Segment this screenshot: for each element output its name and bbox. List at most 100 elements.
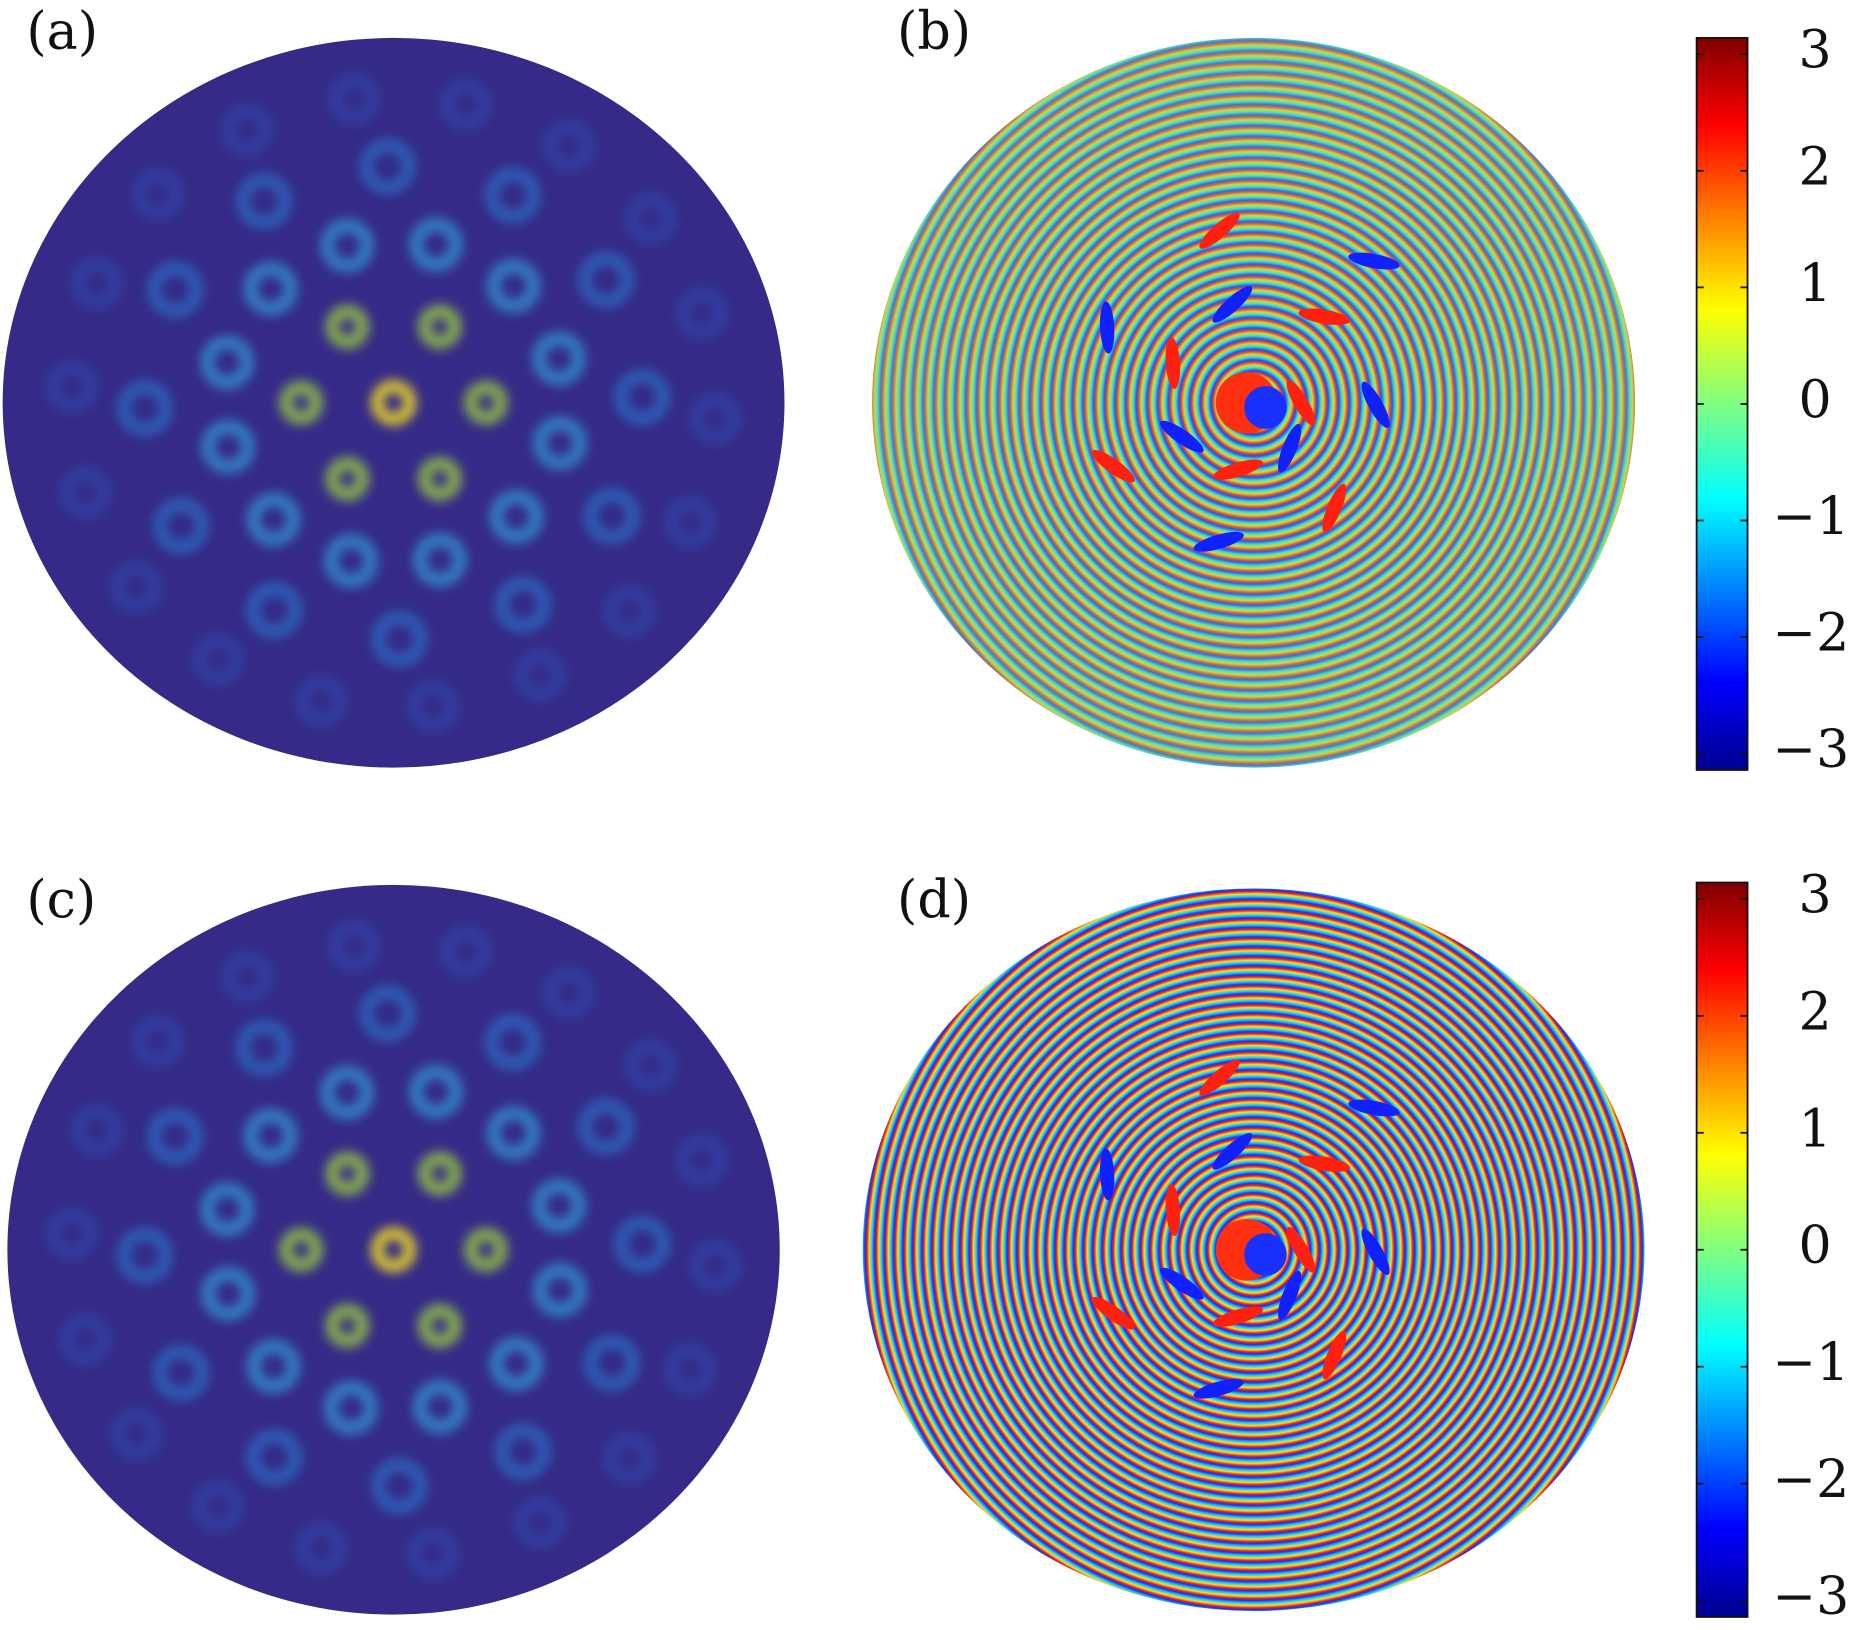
colorbar-tick-label: −2 [1772,1450,1849,1510]
ring [117,381,173,436]
phase-vortex [1091,212,1400,552]
ring [418,457,462,501]
ring [244,262,297,315]
ring [441,79,491,130]
ring [532,332,586,385]
swirl-arm [1091,449,1135,483]
ring [148,1109,203,1164]
ring [360,139,415,194]
swirl-arm [1193,1378,1244,1399]
ring [193,634,244,685]
ring [202,1267,255,1320]
ring [676,1135,727,1185]
colorbar-tick-label: 2 [1798,982,1831,1042]
colorbar-tick-label: 1 [1798,254,1831,314]
ring [321,1066,374,1119]
ring [544,121,594,171]
ring [665,497,716,548]
vortex-core [1244,386,1287,429]
ring [372,611,427,667]
ring [46,362,97,412]
ring [413,1380,467,1433]
ring [485,1015,541,1070]
swirl-arm [1212,1306,1263,1327]
ring [495,1424,551,1479]
ring [153,1345,209,1400]
ring [578,252,634,308]
ring [418,1304,462,1348]
swirl-arm [1278,423,1302,473]
colorbar-tick-label: −1 [1772,1333,1849,1393]
ring [665,1344,716,1395]
ring [418,1152,462,1196]
ring [371,380,416,425]
ring [409,1065,463,1118]
swirl-arm [1348,252,1400,270]
ring [111,562,162,612]
colorbar-tick-label: −1 [1772,487,1849,547]
ring [515,650,565,701]
ring [418,305,462,349]
ring [372,1458,427,1514]
swirl-arm [1361,1228,1390,1275]
ring [625,193,676,244]
ring [325,534,378,587]
ring [72,1105,122,1156]
ring [279,1228,323,1272]
colorbar-tick-label: −3 [1772,720,1849,780]
swirl-arm [1286,1226,1316,1273]
ring [676,288,727,338]
ring [46,1208,97,1259]
ring [625,1040,676,1091]
panel-label: (a) [26,2,98,62]
ring [408,1528,458,1579]
ring [247,1429,302,1485]
ring [464,381,508,425]
ring [296,1523,347,1573]
colorbar-tick-label: 0 [1798,1216,1831,1276]
ring [371,1227,416,1272]
ring [247,1340,300,1393]
ring [604,1433,655,1484]
ring [222,952,273,1002]
swirl-arm [1212,286,1253,323]
intensity-disk [2,37,785,768]
ring [236,173,292,229]
swirl-arm [1298,308,1350,325]
ring [360,986,415,1041]
swirl-arm [1212,1133,1253,1170]
colorbar-tick-label: 1 [1798,1099,1831,1159]
swirl-arm [1298,1155,1350,1172]
colorbar [1695,37,1749,771]
ring [326,1152,369,1196]
swirl-arm [1361,381,1390,428]
ring [487,259,540,313]
ring [615,1216,670,1272]
ring [408,681,458,732]
vortex-core [1244,1233,1287,1276]
ring [117,1228,173,1283]
swirl-arm [1199,212,1240,249]
ring [441,926,491,977]
ring [544,968,594,1018]
colorbar-tick-label: 3 [1798,865,1831,925]
ring [533,1264,587,1317]
ring [495,577,551,632]
ring [515,1497,565,1548]
intensity-pattern [46,74,741,732]
ring [222,105,273,155]
ring [329,74,380,124]
ring [326,457,369,501]
ring [584,1335,640,1391]
ring [464,1228,508,1272]
ring [244,1109,297,1162]
ring [584,488,640,544]
ring [487,1106,540,1160]
ring [247,493,300,546]
ring [615,369,670,425]
ring [148,262,203,317]
swirl-arm [1099,1148,1115,1201]
swirl-arm [1199,1059,1240,1096]
